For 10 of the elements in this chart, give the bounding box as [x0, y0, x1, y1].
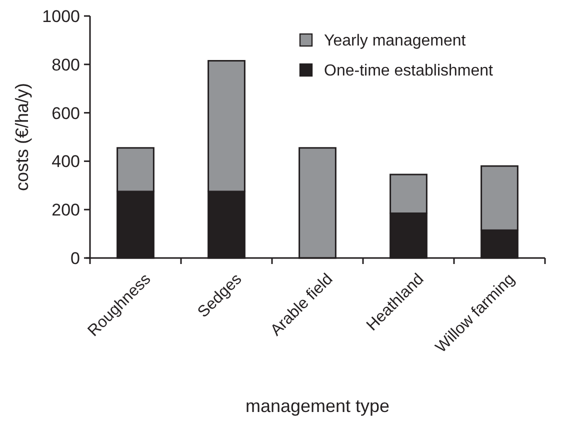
y-tick-label: 800	[52, 55, 80, 74]
legend-label: One-time establishment	[324, 62, 494, 80]
x-axis-title: management type	[245, 396, 390, 416]
y-tick-label: 600	[52, 104, 80, 123]
y-tick-label: 1000	[42, 6, 80, 26]
y-tick-label: 0	[70, 248, 80, 268]
y-tick-label: 400	[52, 152, 80, 172]
legend-label: Yearly management	[324, 32, 466, 50]
y-axis-title: costs (€/ha/y)	[12, 82, 32, 192]
y-tick-label: 200	[52, 200, 80, 220]
